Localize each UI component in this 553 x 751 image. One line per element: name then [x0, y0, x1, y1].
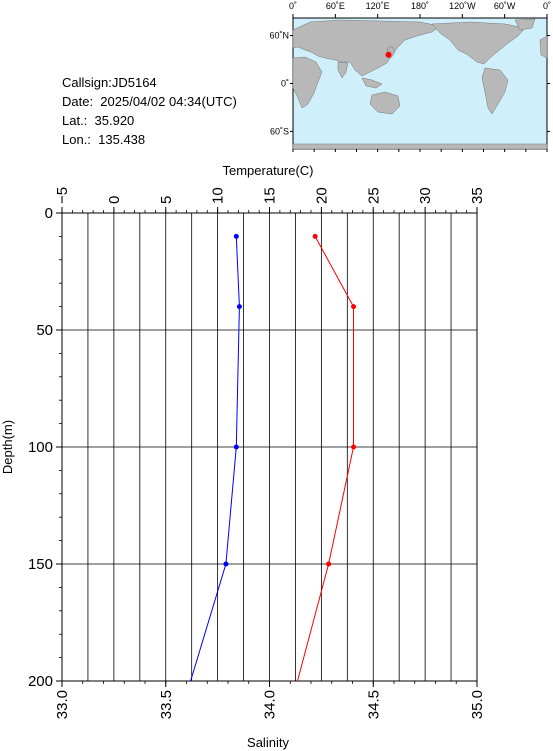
temperature-point	[326, 561, 332, 567]
land-north-america	[431, 21, 526, 65]
left-tick-label: 0	[45, 205, 53, 222]
top-tick-label: 15	[262, 187, 279, 204]
top-tick-label: 30	[417, 187, 434, 204]
left-axis-ticks: 0 50 100 150 200	[28, 205, 62, 690]
salinity-point	[233, 444, 239, 450]
top-tick-label: 35	[469, 187, 486, 204]
map-lon-label: 120˚W	[449, 1, 476, 11]
bottom-tick-label: 35.0	[469, 690, 486, 719]
land-australia	[369, 91, 401, 115]
left-tick-label: 150	[28, 556, 53, 573]
top-tick-label: 20	[313, 187, 330, 204]
map-lat-label: 60˚N	[269, 31, 289, 41]
map-lat-label: 0˚	[281, 79, 289, 89]
map-lon-label: 60˚E	[326, 1, 345, 11]
map-lon-label: 0˚	[289, 1, 297, 11]
temperature-point	[312, 233, 318, 239]
top-axis-title: Temperature(C)	[222, 163, 313, 178]
salinity-point	[223, 561, 229, 567]
grid-lines	[62, 213, 477, 681]
map-lon-label: 120˚E	[366, 1, 390, 11]
land-africa	[292, 56, 323, 109]
map-left-labels: 60˚N 0˚ 60˚S	[269, 31, 289, 137]
callsign-text: Callsign:JD5164	[62, 75, 157, 90]
bottom-axis-title: Salinity	[247, 735, 289, 750]
world-map: 0˚ 60˚E 120˚E 180˚ 120˚W 60˚W 0˚ 60˚N 0˚ 60˚S	[269, 1, 551, 152]
land-antarctica	[292, 143, 548, 150]
bottom-tick-label: 34.0	[262, 690, 279, 719]
map-lat-label: 60˚S	[270, 126, 289, 136]
land-south-america	[481, 67, 509, 115]
left-tick-label: 100	[28, 439, 53, 456]
top-tick-label: 5	[158, 196, 175, 204]
bottom-tick-label: 34.5	[365, 690, 382, 719]
land-greenland	[514, 18, 536, 31]
top-tick-label: −5	[54, 187, 71, 204]
salinity-point	[236, 304, 242, 310]
top-tick-label: 25	[365, 187, 382, 204]
map-lon-label: 180˚	[411, 1, 429, 11]
bottom-axis-ticks: 33.0 33.5 34.0 34.5 35.0	[54, 681, 486, 719]
series-layer	[190, 233, 357, 682]
land-se-asia	[361, 77, 383, 89]
date-text: Date: 2025/04/02 04:34(UTC)	[62, 94, 237, 109]
top-tick-label: 0	[106, 196, 123, 204]
land-eurasia	[292, 19, 441, 77]
map-lon-label: 60˚W	[494, 1, 516, 11]
top-tick-label: 10	[210, 187, 227, 204]
land-india	[337, 61, 349, 79]
latitude-text: Lat.: 35.920	[62, 113, 135, 128]
station-marker	[385, 51, 392, 58]
bottom-tick-label: 33.5	[158, 690, 175, 719]
land-europe-right	[539, 35, 548, 59]
station-info: Callsign:JD5164 Date: 2025/04/02 04:34(U…	[62, 73, 237, 149]
map-lon-label: 0˚	[543, 1, 551, 11]
bottom-tick-label: 33.0	[54, 690, 71, 719]
y-axis-title: Depth(m)	[0, 420, 15, 474]
longitude-text: Lon.: 135.438	[62, 132, 146, 147]
left-tick-label: 200	[28, 673, 53, 690]
left-tick-label: 50	[36, 322, 53, 339]
temperature-point	[351, 304, 357, 310]
salinity-point	[233, 233, 239, 239]
top-axis-ticks: −5 0 5 10 15 20 25 30 35	[54, 187, 486, 213]
temperature-point	[351, 444, 357, 450]
map-ticks	[290, 14, 550, 152]
map-land	[292, 18, 548, 150]
map-top-labels: 0˚ 60˚E 120˚E 180˚ 120˚W 60˚W 0˚	[289, 1, 551, 11]
plot-area: −5 0 5 10 15 20 25 30 35 33.0 33.5 34.0 34.5 35.0 05…	[28, 187, 486, 719]
